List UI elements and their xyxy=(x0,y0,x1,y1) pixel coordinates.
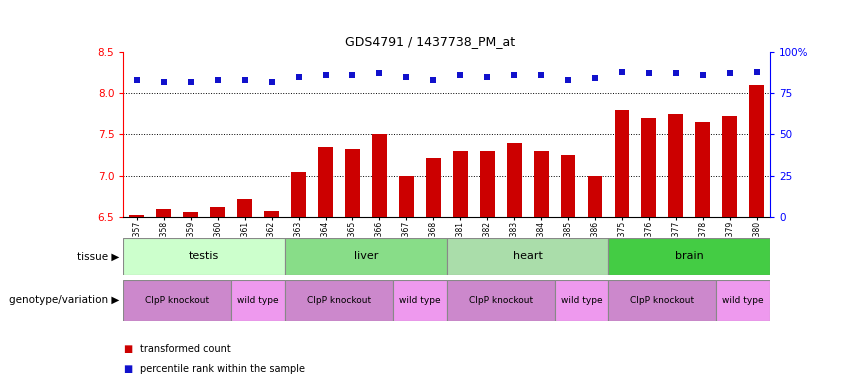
Bar xyxy=(123,280,231,321)
Point xyxy=(211,77,225,83)
Point xyxy=(426,77,440,83)
Text: brain: brain xyxy=(675,251,704,262)
Bar xyxy=(668,114,683,217)
Bar xyxy=(695,122,711,217)
Bar xyxy=(291,172,306,217)
Bar xyxy=(231,280,285,321)
Bar xyxy=(237,199,252,217)
Text: heart: heart xyxy=(512,251,543,262)
Point xyxy=(750,69,763,75)
Bar xyxy=(608,238,770,275)
Point xyxy=(346,72,359,78)
Bar xyxy=(129,215,145,217)
Point xyxy=(669,70,683,76)
Bar xyxy=(587,176,603,217)
Point xyxy=(722,70,736,76)
Bar xyxy=(447,238,608,275)
Text: testis: testis xyxy=(189,251,220,262)
Point xyxy=(265,78,278,84)
Text: percentile rank within the sample: percentile rank within the sample xyxy=(140,364,306,374)
Bar xyxy=(561,155,575,217)
Bar xyxy=(608,280,717,321)
Text: wild type: wild type xyxy=(237,296,279,305)
Text: wild type: wild type xyxy=(722,296,764,305)
Point xyxy=(480,74,494,80)
Bar xyxy=(749,85,764,217)
Bar xyxy=(555,280,608,321)
Text: ClpP knockout: ClpP knockout xyxy=(631,296,694,305)
Point xyxy=(184,78,197,84)
Bar xyxy=(210,207,226,217)
Bar xyxy=(183,212,198,217)
Text: ClpP knockout: ClpP knockout xyxy=(146,296,209,305)
Bar xyxy=(393,280,447,321)
Bar xyxy=(285,280,393,321)
Bar xyxy=(717,280,770,321)
Bar xyxy=(157,209,171,217)
Bar xyxy=(318,147,333,217)
Text: liver: liver xyxy=(354,251,378,262)
Bar xyxy=(722,116,737,217)
Text: tissue ▶: tissue ▶ xyxy=(77,251,119,262)
Text: wild type: wild type xyxy=(561,296,603,305)
Point xyxy=(454,72,467,78)
Point xyxy=(237,77,252,83)
Point xyxy=(373,70,386,76)
Bar xyxy=(123,238,285,275)
Point xyxy=(157,78,170,84)
Bar xyxy=(447,280,555,321)
Bar xyxy=(453,151,468,217)
Bar xyxy=(345,149,360,217)
Bar xyxy=(372,134,387,217)
Point xyxy=(318,72,332,78)
Text: ■: ■ xyxy=(123,344,133,354)
Text: transformed count: transformed count xyxy=(140,344,231,354)
Point xyxy=(696,72,710,78)
Bar xyxy=(399,176,414,217)
Point xyxy=(507,72,521,78)
Point xyxy=(562,77,575,83)
Bar xyxy=(264,211,279,217)
Text: wild type: wild type xyxy=(399,296,441,305)
Bar xyxy=(506,143,522,217)
Point xyxy=(643,70,656,76)
Bar xyxy=(614,110,630,217)
Bar xyxy=(534,151,549,217)
Point xyxy=(399,74,413,80)
Bar xyxy=(426,157,441,217)
Text: ClpP knockout: ClpP knockout xyxy=(469,296,533,305)
Bar xyxy=(285,238,447,275)
Bar xyxy=(480,151,494,217)
Text: ClpP knockout: ClpP knockout xyxy=(307,296,371,305)
Point xyxy=(534,72,548,78)
Bar xyxy=(642,118,656,217)
Text: ■: ■ xyxy=(123,364,133,374)
Point xyxy=(130,77,144,83)
Text: GDS4791 / 1437738_PM_at: GDS4791 / 1437738_PM_at xyxy=(345,35,515,48)
Point xyxy=(292,74,306,80)
Text: genotype/variation ▶: genotype/variation ▶ xyxy=(9,295,119,306)
Point xyxy=(588,75,602,81)
Point xyxy=(615,69,629,75)
